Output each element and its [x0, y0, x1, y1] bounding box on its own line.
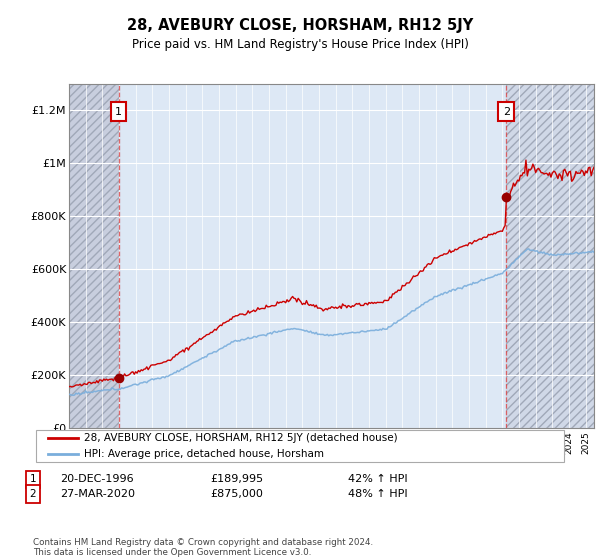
Text: HPI: Average price, detached house, Horsham: HPI: Average price, detached house, Hors… [84, 449, 324, 459]
Text: 48% ↑ HPI: 48% ↑ HPI [348, 489, 407, 499]
Text: £189,995: £189,995 [210, 474, 263, 484]
Text: Price paid vs. HM Land Registry's House Price Index (HPI): Price paid vs. HM Land Registry's House … [131, 38, 469, 51]
Text: 1: 1 [29, 474, 37, 484]
Text: 27-MAR-2020: 27-MAR-2020 [60, 489, 135, 499]
Text: 42% ↑ HPI: 42% ↑ HPI [348, 474, 407, 484]
Text: 1: 1 [115, 107, 122, 117]
Bar [69, 84, 119, 428]
Text: 2: 2 [29, 489, 37, 499]
Bar [506, 84, 594, 428]
Text: 2: 2 [503, 107, 510, 117]
Text: £875,000: £875,000 [210, 489, 263, 499]
Bar [69, 84, 119, 428]
Text: 28, AVEBURY CLOSE, HORSHAM, RH12 5JY: 28, AVEBURY CLOSE, HORSHAM, RH12 5JY [127, 18, 473, 34]
Text: 20-DEC-1996: 20-DEC-1996 [60, 474, 134, 484]
Bar [506, 84, 594, 428]
Text: Contains HM Land Registry data © Crown copyright and database right 2024.
This d: Contains HM Land Registry data © Crown c… [33, 538, 373, 557]
Text: 28, AVEBURY CLOSE, HORSHAM, RH12 5JY (detached house): 28, AVEBURY CLOSE, HORSHAM, RH12 5JY (de… [84, 433, 398, 444]
